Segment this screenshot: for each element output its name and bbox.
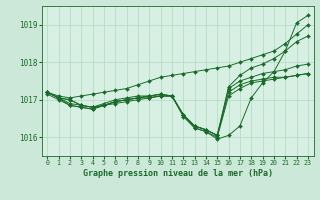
- X-axis label: Graphe pression niveau de la mer (hPa): Graphe pression niveau de la mer (hPa): [83, 169, 273, 178]
